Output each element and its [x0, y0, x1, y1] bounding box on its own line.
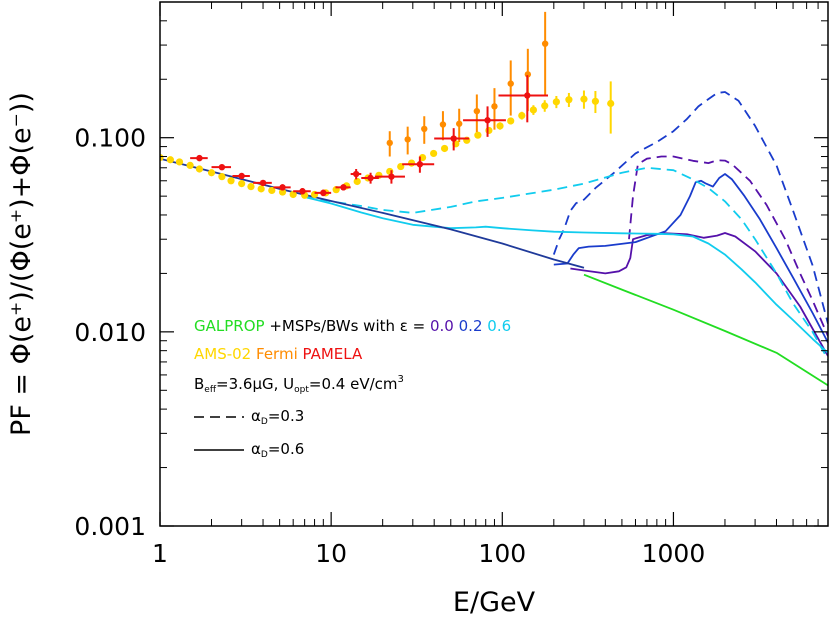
- data-point: [207, 169, 216, 177]
- data-point: [496, 122, 504, 130]
- data-point: [507, 117, 515, 125]
- x-tick-label-2: 100: [478, 539, 526, 568]
- data-point: [473, 107, 481, 115]
- series-eps0-0-ad-0-3: [628, 155, 828, 337]
- data-point: [388, 173, 395, 180]
- data-point: [268, 186, 276, 195]
- data-point: [195, 165, 204, 173]
- data-point: [529, 106, 538, 114]
- data-point: [591, 97, 600, 105]
- x-tick-label-1: 10: [315, 539, 347, 568]
- data-point: [166, 156, 174, 164]
- data-point: [160, 153, 164, 162]
- data-point: [259, 179, 267, 187]
- series-ams-02: [160, 81, 615, 199]
- data-point: [196, 154, 203, 162]
- data-point: [491, 103, 498, 110]
- data-point: [455, 120, 463, 127]
- data-point: [175, 158, 184, 166]
- legend-line-data: AMS-02 Fermi PAMELA: [194, 345, 363, 363]
- series-pamela: [190, 75, 549, 197]
- legend: GALPROP +MSPs/BWs with ε = 0.0 0.2 0.6 A…: [194, 317, 511, 460]
- legend-alpha-06: αD=0.6: [251, 440, 304, 460]
- data-point: [440, 144, 449, 153]
- series-baseline: [160, 157, 585, 269]
- data-point: [227, 177, 235, 185]
- legend-galprop: GALPROP: [194, 317, 265, 335]
- legend-ams02: AMS-02: [194, 345, 251, 363]
- series-eps0-6-ad-0-3: [304, 166, 828, 361]
- data-point: [524, 92, 531, 99]
- data-point: [565, 96, 573, 104]
- data-point: [299, 188, 306, 195]
- data-point: [238, 180, 246, 188]
- data-point: [450, 135, 457, 142]
- data-point: [247, 182, 255, 191]
- plot-area: [160, 11, 828, 387]
- legend-line-params: Beff=3.6μG, Uopt=0.4 eV/cm3: [194, 374, 404, 395]
- legend-pamela: PAMELA: [303, 345, 363, 363]
- data-point: [278, 188, 287, 196]
- data-point: [352, 170, 360, 178]
- data-point: [386, 139, 393, 147]
- data-point: [507, 80, 514, 87]
- data-point: [518, 111, 526, 120]
- data-point: [257, 185, 265, 193]
- data-point: [404, 136, 411, 143]
- series-eps0-0-ad-0-6: [570, 232, 828, 357]
- legend-fermi: Fermi: [256, 345, 298, 363]
- data-point: [416, 161, 424, 168]
- data-point: [289, 190, 297, 199]
- series-eps0-6-ad-0-6: [304, 196, 828, 354]
- y-axis-label: PF = Φ(e⁺)/(Φ(e⁺)+Φ(e⁻)): [6, 92, 37, 436]
- data-point: [367, 174, 374, 182]
- y-tick-label-2: 0.100: [74, 124, 146, 153]
- data-point: [607, 99, 615, 108]
- data-point: [340, 184, 347, 191]
- data-point: [421, 125, 428, 133]
- data-point: [541, 102, 549, 110]
- series-eps0-2-ad-0-3: [552, 91, 828, 325]
- x-axis-label: E/GeV: [453, 587, 536, 618]
- legend-models-text: +MSPs/BWs with ε =: [265, 317, 430, 335]
- data-point: [439, 121, 447, 128]
- legend-eps-0: 0.0: [430, 317, 454, 335]
- legend-eps-6: 0.6: [487, 317, 511, 335]
- data-point: [484, 117, 491, 124]
- data-point: [238, 172, 245, 180]
- legend-line-models: GALPROP +MSPs/BWs with ε = 0.0 0.2 0.6: [194, 317, 511, 335]
- series-eps0-2-ad-0-6: [553, 173, 828, 344]
- data-point: [552, 98, 560, 106]
- data-point: [279, 184, 286, 191]
- x-tick-label-0: 1: [152, 539, 168, 568]
- data-point: [541, 40, 549, 47]
- x-tick-label-3: 1000: [642, 539, 706, 568]
- data-point: [320, 189, 327, 197]
- data-point: [524, 71, 532, 78]
- data-point: [218, 173, 226, 181]
- data-point: [430, 149, 438, 158]
- data-point: [407, 159, 416, 167]
- data-point: [485, 126, 493, 135]
- legend-eps-2: 0.2: [459, 317, 483, 335]
- y-tick-label-1: 0.010: [74, 318, 146, 347]
- y-tick-label-0: 0.001: [74, 512, 146, 541]
- data-point: [353, 177, 361, 186]
- data-point: [474, 131, 482, 139]
- axis-ticks: 1 10 100 1000 0.001 0.010 0.100: [74, 1, 829, 568]
- data-point: [186, 161, 194, 170]
- series-galprop: [583, 273, 828, 387]
- data-point: [580, 95, 588, 103]
- legend-alpha-03: αD=0.3: [251, 407, 304, 427]
- series-fermi: [386, 11, 549, 157]
- data-point: [218, 163, 226, 171]
